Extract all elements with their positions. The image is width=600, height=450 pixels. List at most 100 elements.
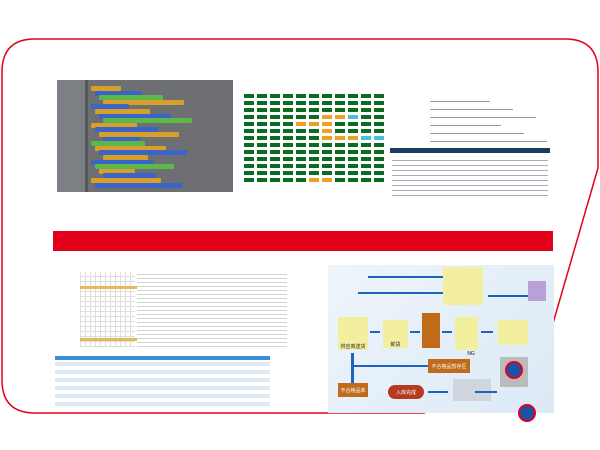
grid-cell: [296, 129, 306, 133]
grid-cell: [348, 122, 358, 126]
connector-dot-icon: [505, 361, 523, 379]
grid-cell: [322, 157, 332, 161]
grid-cell: [283, 157, 293, 161]
grid-cell: [361, 129, 371, 133]
grid-cell: [257, 178, 267, 182]
code-block: [103, 155, 148, 160]
grid-cell: [348, 129, 358, 133]
grid-cell: [270, 157, 280, 161]
grid-cell: [270, 108, 280, 112]
grid-cell: [322, 122, 332, 126]
grid-cell: [296, 122, 306, 126]
grid-cell: [296, 136, 306, 140]
grid-cell: [335, 164, 345, 168]
grid-cell: [309, 101, 319, 105]
code-block: [95, 90, 142, 96]
grid-cell: [361, 122, 371, 126]
grid-cell: [335, 150, 345, 154]
grid-cell: [309, 157, 319, 161]
grid-cell: [283, 178, 293, 182]
code-block: [103, 136, 140, 142]
grid-cell: [309, 108, 319, 112]
grid-cell: [309, 178, 319, 182]
grid-cell: [322, 108, 332, 112]
grid-cell: [283, 150, 293, 154]
grid-cell: [322, 178, 332, 182]
grid-cell: [283, 101, 293, 105]
flow-ng-store: 不合格品库: [338, 383, 368, 397]
code-block: [99, 150, 187, 156]
grid-cell: [244, 150, 254, 154]
grid-cell: [244, 94, 254, 98]
grid-cell: [244, 157, 254, 161]
grid-cell: [296, 143, 306, 147]
code-block: [91, 104, 129, 110]
grid-cell: [296, 115, 306, 119]
grid-cell: [322, 143, 332, 147]
grid-cell: [361, 94, 371, 98]
grid-cell: [335, 136, 345, 140]
code-block: [99, 95, 163, 101]
grid-cell: [361, 136, 371, 140]
grid-cell: [335, 171, 345, 175]
grid-cell: [309, 143, 319, 147]
grid-cell: [361, 108, 371, 112]
grid-cell: [361, 178, 371, 182]
grid-cell: [322, 129, 332, 133]
grid-cell: [309, 150, 319, 154]
grid-cell: [374, 101, 384, 105]
grid-cell: [335, 143, 345, 147]
grid-cell: [335, 101, 345, 105]
grid-cell: [244, 129, 254, 133]
grid-cell: [244, 108, 254, 112]
grid-cell: [374, 115, 384, 119]
grid-cell: [296, 178, 306, 182]
grid-cell: [244, 122, 254, 126]
grid-cell: [322, 164, 332, 168]
grid-cell: [257, 115, 267, 119]
grid-cell: [335, 157, 345, 161]
grid-cell: [322, 94, 332, 98]
grid-cell: [322, 136, 332, 140]
connector-dot-icon: [518, 404, 536, 422]
grid-cell: [283, 136, 293, 140]
grid-cell: [309, 122, 319, 126]
grid-cell: [244, 136, 254, 140]
code-block: [91, 141, 145, 147]
grid-cell: [270, 94, 280, 98]
grid-cell: [348, 157, 358, 161]
grid-cell: [348, 101, 358, 105]
grid-cell: [348, 115, 358, 119]
grid-cell: [257, 101, 267, 105]
grid-cell: [361, 171, 371, 175]
code-block: [99, 113, 171, 119]
warehouse-flowchart: 供应商送货 卸货 NG 不合格品暂存区 不合格品库 入库完成: [328, 265, 554, 413]
grid-cell: [374, 164, 384, 168]
grid-cell: [361, 115, 371, 119]
grid-cell: [257, 157, 267, 161]
grid-cell: [309, 171, 319, 175]
grid-cell: [296, 101, 306, 105]
grid-cell: [257, 108, 267, 112]
grid-cell: [296, 171, 306, 175]
grid-cell: [270, 164, 280, 168]
grid-cell: [283, 164, 293, 168]
grid-cell: [348, 94, 358, 98]
code-block: [95, 127, 158, 133]
grid-cell: [374, 129, 384, 133]
grid-cell: [348, 143, 358, 147]
grid-cell: [374, 150, 384, 154]
grid-cell: [283, 115, 293, 119]
code-block: [99, 132, 179, 137]
grid-cell: [270, 143, 280, 147]
grid-cell: [244, 115, 254, 119]
grid-cell: [257, 143, 267, 147]
code-block: [91, 159, 153, 165]
grid-cell: [296, 157, 306, 161]
code-block: [95, 164, 174, 170]
grid-cell: [335, 129, 345, 133]
grid-cell: [244, 143, 254, 147]
grid-cell: [244, 178, 254, 182]
grid-cell: [348, 150, 358, 154]
grid-cell: [244, 164, 254, 168]
